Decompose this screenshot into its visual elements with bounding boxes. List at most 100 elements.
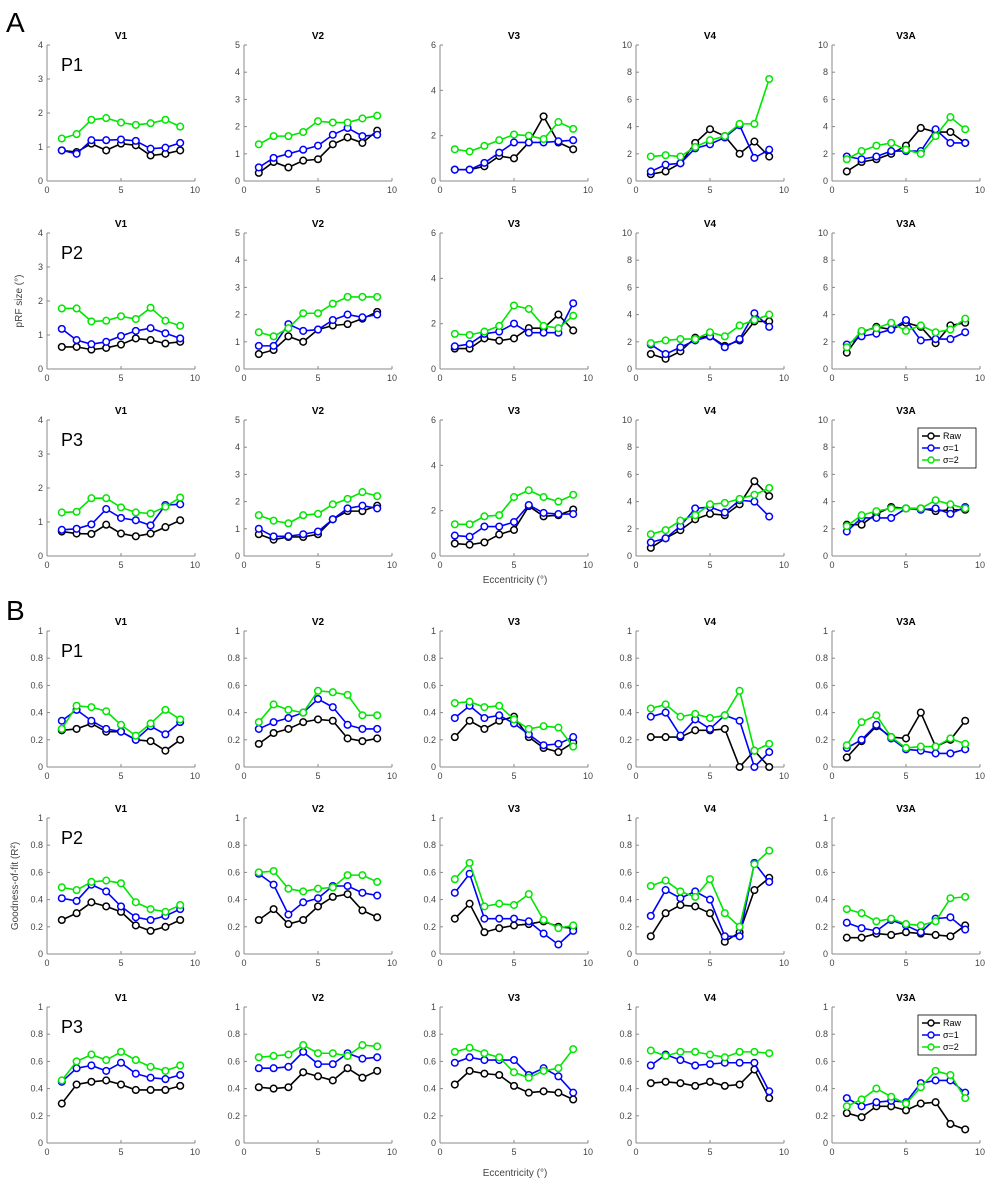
- data-point: [554, 510, 563, 519]
- data-point: [102, 337, 111, 346]
- data-point: [916, 921, 925, 930]
- data-point: [961, 328, 970, 337]
- data-point: [358, 1054, 367, 1063]
- data-point: [539, 1066, 548, 1075]
- x-tick-label: 5: [903, 185, 908, 195]
- data-point: [887, 138, 896, 147]
- data-point: [465, 1066, 474, 1075]
- data-point: [146, 324, 155, 333]
- data-point: [116, 1058, 126, 1067]
- x-tick-label: 5: [707, 185, 712, 195]
- x-tick-label: 10: [190, 771, 200, 781]
- data-point: [509, 1068, 519, 1077]
- x-tick-label: 5: [315, 771, 320, 781]
- data-point: [131, 898, 140, 907]
- data-point: [539, 508, 548, 517]
- data-point: [146, 303, 155, 312]
- subplot-a-p1-v1: 0 1 2 3 4 0 5 10 V1 P1: [38, 31, 200, 195]
- data-point: [691, 335, 700, 344]
- data-point: [284, 1050, 293, 1059]
- subplot-title: V3: [508, 617, 521, 628]
- data-point: [161, 115, 170, 124]
- y-tick-label: 1: [38, 1002, 43, 1012]
- y-tick-label: 8: [627, 255, 632, 265]
- data-point: [116, 727, 126, 736]
- data-point: [480, 914, 489, 923]
- data-point: [554, 310, 563, 319]
- data-point: [720, 498, 729, 508]
- data-point: [161, 1075, 170, 1084]
- data-point: [269, 153, 278, 162]
- data-point: [313, 509, 323, 518]
- subplot-title: V3A: [896, 219, 915, 230]
- y-tick-label: 0.4: [30, 1084, 43, 1094]
- data-point: [299, 511, 308, 520]
- data-point: [269, 516, 278, 525]
- data-point: [916, 742, 925, 751]
- data-point: [373, 504, 382, 513]
- y-tick-label: 0: [38, 762, 43, 772]
- data-point: [343, 494, 352, 503]
- data-point: [343, 871, 352, 880]
- legend-label: σ=2: [943, 455, 959, 465]
- data-point: [842, 1094, 851, 1103]
- y-tick-label: 0.4: [815, 708, 828, 718]
- data-point: [102, 876, 111, 885]
- x-tick-label: 10: [190, 185, 200, 195]
- data-point: [254, 1083, 263, 1092]
- data-point: [450, 733, 459, 742]
- data-point: [661, 336, 670, 345]
- data-point: [116, 879, 126, 888]
- data-point: [373, 913, 382, 922]
- data-point: [313, 309, 323, 318]
- data-point: [57, 304, 66, 313]
- subplot-title: V3A: [896, 406, 915, 417]
- data-point: [765, 1094, 774, 1103]
- data-point: [146, 1085, 155, 1095]
- data-point: [450, 165, 459, 174]
- data-point: [509, 301, 519, 310]
- data-point: [57, 1099, 66, 1108]
- data-point: [480, 141, 489, 150]
- data-point: [284, 724, 293, 733]
- y-tick-label: 1: [235, 337, 240, 347]
- data-point: [916, 504, 925, 513]
- data-point: [358, 724, 367, 733]
- data-point: [87, 529, 96, 538]
- x-tick-label: 5: [315, 185, 320, 195]
- data-point: [931, 1076, 940, 1085]
- data-point: [57, 146, 66, 155]
- data-point: [102, 887, 111, 896]
- data-point: [480, 1055, 489, 1065]
- data-point: [176, 915, 185, 925]
- subplot-title: V2: [312, 406, 325, 417]
- y-tick-label: 0.4: [619, 1084, 632, 1094]
- data-point: [87, 340, 96, 349]
- data-point: [465, 899, 474, 908]
- y-tick-label: 0: [235, 176, 240, 186]
- data-point: [146, 509, 155, 518]
- data-point: [450, 875, 459, 884]
- subplot-title: V3A: [896, 993, 915, 1004]
- data-point: [480, 538, 489, 547]
- data-point: [661, 733, 670, 742]
- data-point: [358, 114, 367, 123]
- data-point: [465, 165, 474, 174]
- x-tick-label: 5: [315, 373, 320, 383]
- y-tick-label: 0: [431, 1138, 436, 1148]
- data-point: [901, 504, 911, 513]
- legend-marker: [927, 432, 935, 440]
- data-point: [931, 749, 940, 758]
- data-point: [676, 343, 685, 352]
- y-tick-label: 6: [431, 40, 436, 50]
- y-tick-label: 0.4: [619, 895, 632, 905]
- data-point: [646, 712, 655, 721]
- data-point: [946, 138, 955, 147]
- data-point: [872, 507, 881, 516]
- data-point: [450, 699, 459, 708]
- x-tick-label: 5: [118, 560, 123, 570]
- x-tick-label: 10: [190, 1147, 200, 1157]
- data-point: [57, 324, 66, 333]
- y-tick-label: 0: [627, 176, 632, 186]
